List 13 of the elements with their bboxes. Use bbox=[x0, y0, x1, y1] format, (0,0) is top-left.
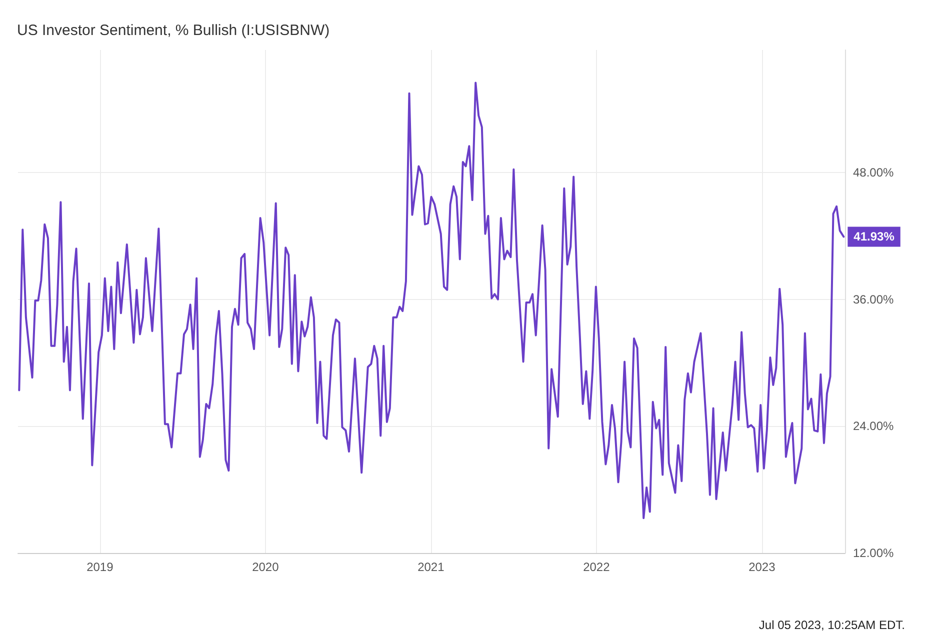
annotation: 41.93% bbox=[854, 230, 895, 244]
x-tick-label: 2021 bbox=[418, 560, 445, 574]
chart-title: US Investor Sentiment, % Bullish (I:USISBNW) bbox=[17, 22, 330, 39]
y-tick-label: 12.00% bbox=[853, 546, 894, 560]
x-tick-label: 2019 bbox=[86, 560, 114, 574]
x-tick-label: 2023 bbox=[748, 560, 776, 574]
line-series bbox=[18, 82, 845, 520]
y-tick-label: 24.00% bbox=[853, 419, 894, 434]
y-tick-label: 48.00% bbox=[853, 166, 894, 180]
y-tick-label: 36.00% bbox=[853, 292, 894, 306]
text: Jul 05 2023, 10:25AM EDT. bbox=[758, 618, 906, 632]
x-tick-label: 2020 bbox=[252, 560, 280, 574]
x-tick-label: 2022 bbox=[583, 560, 610, 574]
